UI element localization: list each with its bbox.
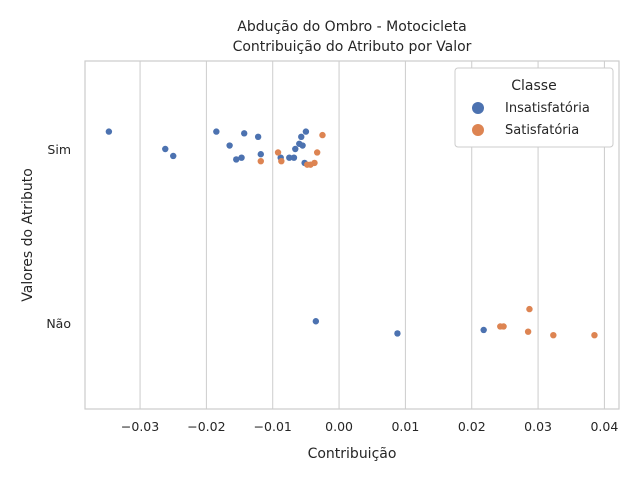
x-tick-label: 0.02 <box>458 419 486 434</box>
data-point <box>233 156 240 163</box>
data-point <box>105 128 113 135</box>
x-tick-label: −0.02 <box>187 419 225 434</box>
data-point <box>394 330 401 337</box>
data-point <box>319 131 326 139</box>
y-tick-label: Sim <box>47 142 71 157</box>
data-point <box>162 145 169 153</box>
data-point <box>274 149 282 156</box>
legend-title: Classe <box>511 78 556 94</box>
data-point <box>290 154 298 161</box>
legend: Classe Insatisfatória Satisfatória <box>454 67 614 148</box>
legend-label-insatisfatoria: Insatisfatória <box>505 101 590 116</box>
data-point <box>480 326 487 334</box>
data-point <box>213 128 220 135</box>
data-point <box>226 142 233 149</box>
data-point <box>302 128 310 135</box>
data-point <box>526 305 533 313</box>
x-tick-labels: −0.03 −0.02 −0.01 0.00 0.01 0.02 0.03 0.04 <box>121 419 618 434</box>
y-tick-labels: Sim Não <box>46 142 71 331</box>
x-tick-label: 0.03 <box>524 419 552 434</box>
y-tick-label: Não <box>46 316 71 331</box>
data-point <box>298 133 305 141</box>
data-point <box>591 331 598 339</box>
data-point <box>257 151 264 158</box>
x-axis-label: Contribuição <box>308 446 397 462</box>
data-point <box>254 133 262 141</box>
chart-subtitle: Contribuição do Atributo por Valor <box>233 39 472 55</box>
legend-marker-satisfatoria <box>472 124 484 136</box>
data-point <box>257 157 264 165</box>
chart-title: Abdução do Ombro - Motocicleta <box>237 19 466 35</box>
data-point <box>524 328 532 335</box>
data-point <box>278 157 285 165</box>
points-layer <box>105 128 598 339</box>
legend-marker-insatisfatoria <box>472 102 484 114</box>
legend-label-satisfatoria: Satisfatória <box>505 123 579 138</box>
x-tick-label: 0.01 <box>391 419 419 434</box>
data-point <box>311 159 318 167</box>
y-axis-label: Valores do Atributo <box>20 168 36 302</box>
data-point <box>170 152 177 160</box>
data-point <box>500 323 507 330</box>
data-point <box>313 149 321 156</box>
data-point <box>238 154 245 161</box>
x-tick-label: −0.01 <box>254 419 292 434</box>
legend-box <box>454 67 614 148</box>
data-point <box>299 142 306 149</box>
x-tick-label: 0.04 <box>590 419 618 434</box>
plot-frame <box>84 60 620 410</box>
data-point <box>286 154 293 161</box>
data-point <box>312 318 320 325</box>
x-tick-label: −0.03 <box>121 419 159 434</box>
data-point <box>241 130 248 137</box>
x-tick-label: 0.00 <box>325 419 353 434</box>
data-point <box>292 145 299 153</box>
data-point <box>550 331 557 339</box>
